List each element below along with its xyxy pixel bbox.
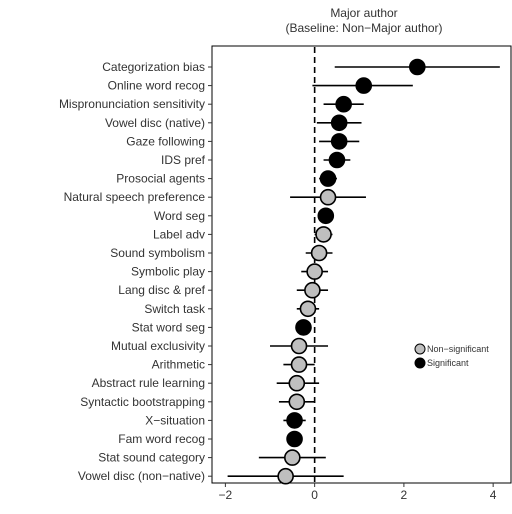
y-tick-label-vowel-disc-native: Vowel disc (native) [105, 116, 205, 130]
plot-panel-border [211, 45, 512, 484]
y-tick-label-abstract-rule-learning: Abstract rule learning [92, 376, 205, 390]
point-categorization-bias [408, 58, 426, 76]
point-stat-word-seg [295, 319, 312, 336]
point-prosocial-agents [319, 170, 337, 187]
y-tick-label-gaze-following: Gaze following [126, 134, 205, 148]
y-tick-label-label-adv: Label adv [153, 227, 205, 241]
y-tick-label-sound-symbolism: Sound symbolism [110, 246, 205, 260]
y-tick-label-symbolic-play: Symbolic play [131, 265, 205, 279]
y-tick-label-mispronunciation-sensitivity: Mispronunciation sensitivity [59, 97, 205, 111]
point-mispronunciation-sensitivity [335, 95, 352, 113]
point-arithmetic [290, 356, 308, 373]
y-tick-label-arithmetic: Arithmetic [152, 358, 205, 372]
y-tick-label-categorization-bias: Categorization bias [102, 60, 205, 74]
point-symbolic-play [306, 263, 323, 280]
legend: Non−significant Significant [414, 343, 489, 369]
x-tick-label: 0 [311, 488, 318, 502]
legend-label-significant: Significant [427, 358, 469, 368]
y-tick-label-lang-disc-pref: Lang disc & pref [118, 283, 205, 297]
point-sound-symbolism [310, 244, 328, 262]
point-natural-speech-preference [319, 188, 337, 206]
point-mutual-exclusivity [290, 337, 308, 355]
y-axis: Categorization bias Online word recog Misp… [59, 60, 212, 483]
x-tick-label: −2 [219, 488, 233, 502]
x-tick-label: 2 [401, 488, 408, 502]
point-fam-word-recog [286, 430, 303, 448]
point-stat-sound-category [284, 449, 301, 466]
point-online-word-recog [355, 77, 373, 94]
y-tick-label-word-seg: Word seg [154, 209, 205, 223]
legend-swatch-non-significant [414, 343, 426, 355]
y-tick-label-ids-pref: IDS pref [161, 153, 206, 167]
x-tick-label: 4 [490, 488, 497, 502]
point-switch-task [299, 300, 317, 318]
y-tick-label-mutual-exclusivity: Mutual exclusivity [111, 339, 205, 353]
point-vowel-disc-non-native [277, 467, 294, 485]
point-label-adv [315, 226, 332, 243]
y-tick-label-syntactic-bootstrapping: Syntactic bootstrapping [80, 395, 205, 409]
point-lang-disc-pref [304, 281, 321, 299]
legend-label-non-significant: Non−significant [427, 344, 489, 354]
y-tick-label-x-situation: X−situation [145, 413, 205, 427]
point-word-seg [317, 207, 335, 225]
y-tick-label-natural-speech-preference: Natural speech preference [64, 190, 206, 204]
y-tick-label-online-word-recog: Online word recog [108, 79, 205, 93]
chart-title: Major author [330, 6, 397, 20]
x-axis: −2 0 2 4 [219, 483, 497, 502]
legend-swatch-significant [414, 357, 426, 369]
y-tick-label-switch-task: Switch task [144, 302, 206, 316]
y-tick-label-stat-word-seg: Stat word seg [132, 320, 205, 334]
point-vowel-disc-native [330, 114, 348, 132]
y-tick-label-prosocial-agents: Prosocial agents [116, 172, 205, 186]
y-tick-label-stat-sound-category: Stat sound category [98, 451, 205, 465]
point-x-situation [286, 412, 303, 429]
chart-subtitle: (Baseline: Non−Major author) [285, 21, 442, 35]
point-abstract-rule-learning [288, 374, 306, 392]
point-syntactic-bootstrapping [288, 393, 306, 411]
estimate-marks [227, 58, 500, 485]
y-tick-label-vowel-disc-non-native: Vowel disc (non−native) [78, 469, 205, 483]
y-tick-label-fam-word-recog: Fam word recog [118, 432, 205, 446]
point-ids-pref [328, 151, 346, 169]
point-gaze-following [330, 133, 348, 150]
